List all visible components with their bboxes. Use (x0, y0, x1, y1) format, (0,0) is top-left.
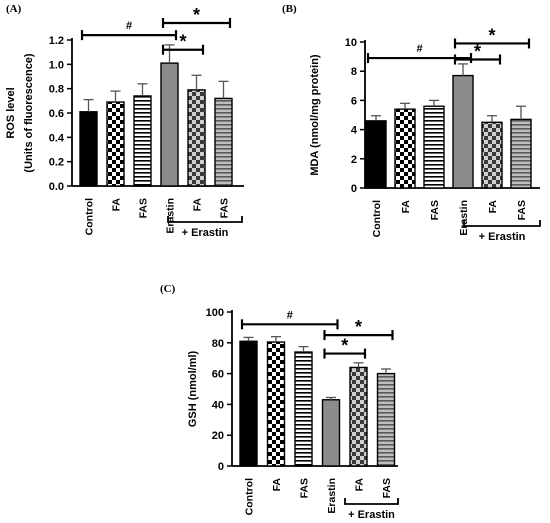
significance-symbol: * (179, 32, 186, 52)
significance-symbol: # (287, 309, 293, 321)
bar-5 (481, 121, 503, 189)
bar-4 (452, 74, 474, 189)
y-tick-label: 10 (345, 37, 357, 49)
bar-6 (214, 97, 233, 187)
x-tick-label: FA (271, 478, 283, 492)
y-tick-label: 0.4 (49, 132, 65, 144)
bar-5 (187, 89, 206, 187)
y-tick-label: 20 (212, 430, 224, 442)
y-tick-label: 8 (351, 66, 357, 78)
bar-2 (266, 341, 286, 467)
bar-5 (349, 366, 368, 467)
erastin-group-label: + Erastin (182, 227, 229, 239)
x-tick-label: FAS (429, 200, 441, 220)
x-tick-label: FA (354, 478, 366, 492)
panel-label: (B) (282, 3, 297, 15)
bar-6 (510, 118, 532, 189)
y-tick-label: 1.0 (49, 59, 64, 71)
y-tick-label: 0.6 (49, 108, 64, 120)
panel-c: (C) 0 20 40 60 80 100 GSH (nmol/ml) Control FA FAS… (160, 283, 399, 521)
bar-6 (376, 372, 396, 467)
y-tick-label: 0.8 (49, 84, 64, 96)
significance-symbol: # (126, 20, 132, 32)
y-axis-label-line2: (Units of fluorescence) (23, 53, 35, 173)
y-tick-label: 80 (212, 338, 224, 350)
bar-1 (239, 340, 258, 467)
panel-a: (A) 0.0 0.2 0.4 0.6 0.8 1.0 1.2 ROS level (Units … (5, 3, 244, 239)
x-tick-label: Erastin (458, 200, 470, 236)
y-tick-label: 0 (351, 183, 357, 195)
x-tick-label: Control (244, 478, 256, 515)
x-tick-label: FA (400, 200, 412, 214)
y-tick-label: 6 (351, 95, 357, 107)
bar-2 (394, 108, 416, 189)
y-axis-label: ROS level (5, 87, 17, 138)
y-tick-label: 60 (212, 369, 224, 381)
y-tick-label: 2 (351, 154, 357, 166)
y-tick-label: 100 (206, 307, 224, 319)
y-axis-label: MDA (nmol/mg protein) (309, 54, 321, 176)
x-tick-label: FA (192, 198, 204, 212)
y-tick-label: 4 (351, 125, 358, 137)
x-tick-label: Erastin (165, 198, 177, 234)
x-tick-label: FAS (219, 198, 231, 218)
bar-3 (294, 351, 313, 467)
bar-1 (365, 120, 387, 189)
significance-symbol: * (341, 336, 348, 356)
erastin-bracket (167, 216, 243, 223)
bar-4 (321, 399, 341, 467)
panel-label: (C) (160, 283, 176, 295)
y-tick-label: 1.2 (49, 35, 64, 47)
significance-symbol: * (355, 317, 362, 337)
y-tick-label: 0.0 (49, 181, 64, 193)
x-tick-label: FAS (138, 198, 150, 218)
significance-symbol: * (474, 42, 481, 62)
y-tick-label: 0.2 (49, 157, 64, 169)
x-tick-label: FAS (516, 200, 528, 220)
x-tick-label: FA (111, 198, 123, 212)
x-tick-label: FAS (381, 478, 393, 498)
significance-symbol: # (416, 43, 422, 55)
significance-symbol: * (193, 5, 200, 25)
panel-label: (A) (6, 3, 22, 15)
erastin-bracket (463, 220, 541, 227)
x-tick-label: Control (84, 198, 96, 235)
panel-b: (B) 0 2 4 6 8 10 MDA (nmol/mg protein) Control FA… (282, 3, 541, 243)
bar-2 (106, 101, 125, 187)
bar-1 (79, 111, 98, 187)
x-tick-label: FA (487, 200, 499, 214)
x-tick-label: FAS (299, 478, 311, 498)
x-tick-label: Erastin (326, 478, 338, 514)
bar-3 (133, 95, 152, 187)
bar-3 (423, 105, 445, 189)
erastin-group-label: + Erastin (479, 231, 526, 243)
y-tick-label: 0 (218, 461, 224, 473)
bar-4 (160, 62, 179, 187)
x-tick-label: Control (371, 200, 383, 237)
significance-symbol: * (488, 25, 495, 45)
y-axis-label: GSH (nmol/ml) (187, 350, 199, 427)
y-tick-label: 40 (212, 399, 224, 411)
erastin-bracket (344, 498, 399, 505)
erastin-group-label: + Erastin (348, 509, 395, 521)
